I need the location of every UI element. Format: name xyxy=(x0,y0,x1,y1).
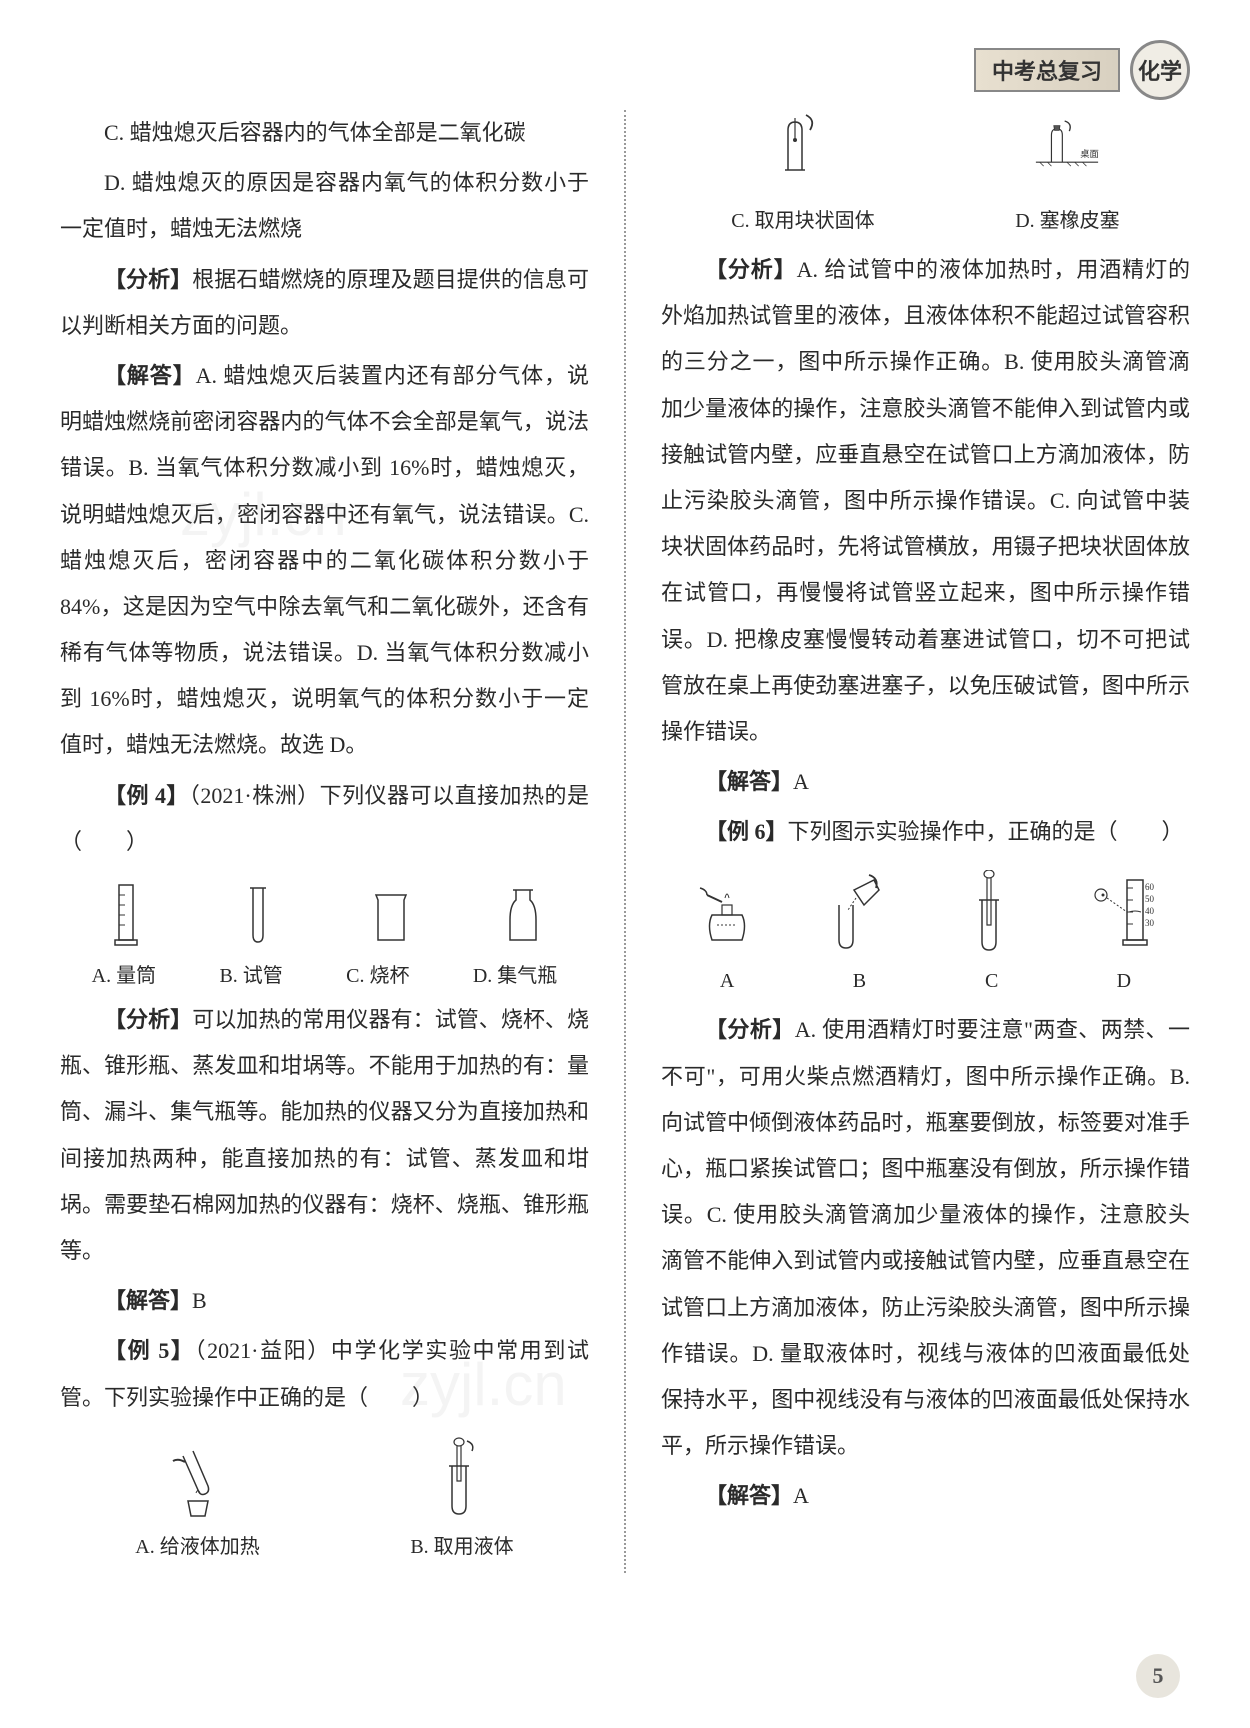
ex5-analysis-label: 【分析】 xyxy=(705,257,797,282)
ex6-label: 【例 6】 xyxy=(705,819,788,844)
ex6-opt-a: A xyxy=(720,960,734,1002)
ex6-opt-b: B xyxy=(853,960,866,1002)
page-number: 5 xyxy=(1136,1654,1180,1698)
ex6-figures: A B C xyxy=(661,870,1190,1002)
ex6-answer: 【解答】A xyxy=(661,1473,1190,1519)
analysis-block: 【分析】根据石蜡燃烧的原理及题目提供的信息可以判断相关方面的问题。 xyxy=(60,257,589,349)
ex4-opt-d: D. 集气瓶 xyxy=(473,955,557,997)
ex6-analysis: 【分析】A. 使用酒精灯时要注意"两查、两禁、一不可"，可用火柴点燃酒精灯，图中… xyxy=(661,1007,1190,1469)
take-solid-icon xyxy=(768,110,838,195)
ex4-label: 【例 4】 xyxy=(104,783,189,808)
alcohol-lamp-icon xyxy=(692,870,762,955)
pour-liquid-icon xyxy=(824,870,894,955)
dropper-liquid-icon xyxy=(427,1436,497,1521)
ex5-label: 【例 5】 xyxy=(104,1338,195,1363)
svg-text:60: 60 xyxy=(1145,882,1155,892)
svg-text:30: 30 xyxy=(1145,918,1155,928)
graduated-cylinder-icon xyxy=(96,880,156,950)
ex4-answer: 【解答】B xyxy=(60,1278,589,1324)
ex6-answer-label: 【解答】 xyxy=(705,1483,793,1508)
option-d-text: D. 蜡烛熄灭的原因是容器内氧气的体积分数小于一定值时，蜡烛无法燃烧 xyxy=(60,160,589,252)
answer-label: 【解答】 xyxy=(104,363,196,388)
ex4-analysis: 【分析】可以加热的常用仪器有：试管、烧杯、烧瓶、锥形瓶、蒸发皿和坩埚等。不能用于… xyxy=(60,997,589,1274)
dropper-wrong-icon xyxy=(957,870,1027,955)
example-6: 【例 6】下列图示实验操作中，正确的是（ ） xyxy=(661,809,1190,855)
fig-ex6-a: A xyxy=(692,870,762,1002)
ex4-opt-a: A. 量筒 xyxy=(92,955,156,997)
subject-circle: 化学 xyxy=(1130,40,1190,100)
ex5-figures-cd: C. 取用块状固体 桌面 D. 塞橡皮塞 xyxy=(661,110,1190,242)
fig-gas-bottle xyxy=(493,880,553,950)
test-tube-icon xyxy=(228,880,288,950)
beaker-icon xyxy=(361,880,421,950)
fig-beaker xyxy=(361,880,421,950)
measure-liquid-icon: 60 50 40 30 xyxy=(1089,870,1159,955)
ex5-answer-value: A xyxy=(793,769,809,794)
gas-bottle-icon xyxy=(493,880,553,950)
ex6-text: 下列图示实验操作中，正确的是（ ） xyxy=(788,819,1184,844)
ex4-analysis-label: 【分析】 xyxy=(104,1007,192,1032)
right-column: C. 取用块状固体 桌面 D. 塞橡皮塞 【分析】A. 给试管中的液体加热时，用… xyxy=(661,110,1190,1573)
header-badge: 中考总复习 xyxy=(974,48,1120,92)
ex4-analysis-text: 可以加热的常用仪器有：试管、烧杯、烧瓶、锥形瓶、蒸发皿和坩埚等。不能用于加热的有… xyxy=(60,1007,589,1263)
ex4-opt-b: B. 试管 xyxy=(219,955,282,997)
ex5-opt-b: B. 取用液体 xyxy=(410,1526,513,1568)
ex5-figures-ab: A. 给液体加热 B. 取用液体 xyxy=(60,1436,589,1568)
ex4-opt-c: C. 烧杯 xyxy=(346,955,409,997)
ex4-answer-value: B xyxy=(192,1288,207,1313)
fig-ex6-d: 60 50 40 30 D xyxy=(1089,870,1159,1002)
svg-text:50: 50 xyxy=(1145,894,1155,904)
ex5-answer-label: 【解答】 xyxy=(705,769,793,794)
ex6-analysis-text: A. 使用酒精灯时要注意"两查、两禁、一不可"，可用火柴点燃酒精灯，图中所示操作… xyxy=(661,1017,1190,1458)
fig-take-solid: C. 取用块状固体 xyxy=(731,110,874,242)
column-divider xyxy=(624,110,626,1573)
left-column: C. 蜡烛熄灭后容器内的气体全部是二氧化碳 D. 蜡烛熄灭的原因是容器内氧气的体… xyxy=(60,110,589,1573)
fig-rubber-stopper: 桌面 D. 塞橡皮塞 xyxy=(1015,110,1119,242)
ex5-opt-c: C. 取用块状固体 xyxy=(731,200,874,242)
heating-liquid-icon xyxy=(163,1436,233,1521)
fig-take-liquid: B. 取用液体 xyxy=(410,1436,513,1568)
ex6-analysis-label: 【分析】 xyxy=(705,1017,795,1042)
ex4-figures xyxy=(60,880,589,950)
fig-ex6-c: C xyxy=(957,870,1027,1002)
svg-text:40: 40 xyxy=(1145,906,1155,916)
analysis-label: 【分析】 xyxy=(104,267,192,292)
fig-ex6-b: B xyxy=(824,870,894,1002)
fig-testtube xyxy=(228,880,288,950)
ex4-option-labels: A. 量筒 B. 试管 C. 烧杯 D. 集气瓶 xyxy=(60,955,589,997)
ex5-opt-d: D. 塞橡皮塞 xyxy=(1015,200,1119,242)
fig-heat-liquid: A. 给液体加热 xyxy=(135,1436,259,1568)
answer-text: A. 蜡烛熄灭后装置内还有部分气体，说明蜡烛燃烧前密闭容器内的气体不会全部是氧气… xyxy=(60,363,589,758)
ex6-opt-c: C xyxy=(985,960,998,1002)
ex5-answer: 【解答】A xyxy=(661,759,1190,805)
rubber-stopper-icon: 桌面 xyxy=(1032,110,1102,195)
ex6-opt-d: D xyxy=(1117,960,1131,1002)
content-area: C. 蜡烛熄灭后容器内的气体全部是二氧化碳 D. 蜡烛熄灭的原因是容器内氧气的体… xyxy=(60,110,1190,1573)
svg-text:桌面: 桌面 xyxy=(1081,148,1100,160)
ex5-analysis-text: A. 给试管中的液体加热时，用酒精灯的外焰加热试管里的液体，且液体体积不能超过试… xyxy=(661,257,1190,744)
fig-cylinder xyxy=(96,880,156,950)
option-c-text: C. 蜡烛熄灭后容器内的气体全部是二氧化碳 xyxy=(60,110,589,156)
ex5-opt-a: A. 给液体加热 xyxy=(135,1526,259,1568)
ex4-answer-label: 【解答】 xyxy=(104,1288,192,1313)
example-4: 【例 4】（2021·株洲）下列仪器可以直接加热的是（ ） xyxy=(60,773,589,865)
ex5-analysis: 【分析】A. 给试管中的液体加热时，用酒精灯的外焰加热试管里的液体，且液体体积不… xyxy=(661,247,1190,755)
ex6-answer-value: A xyxy=(793,1483,809,1508)
page-header: 中考总复习 化学 xyxy=(974,40,1190,100)
answer-block: 【解答】A. 蜡烛熄灭后装置内还有部分气体，说明蜡烛燃烧前密闭容器内的气体不会全… xyxy=(60,353,589,769)
example-5: 【例 5】（2021·益阳）中学化学实验中常用到试管。下列实验操作中正确的是（ … xyxy=(60,1328,589,1420)
